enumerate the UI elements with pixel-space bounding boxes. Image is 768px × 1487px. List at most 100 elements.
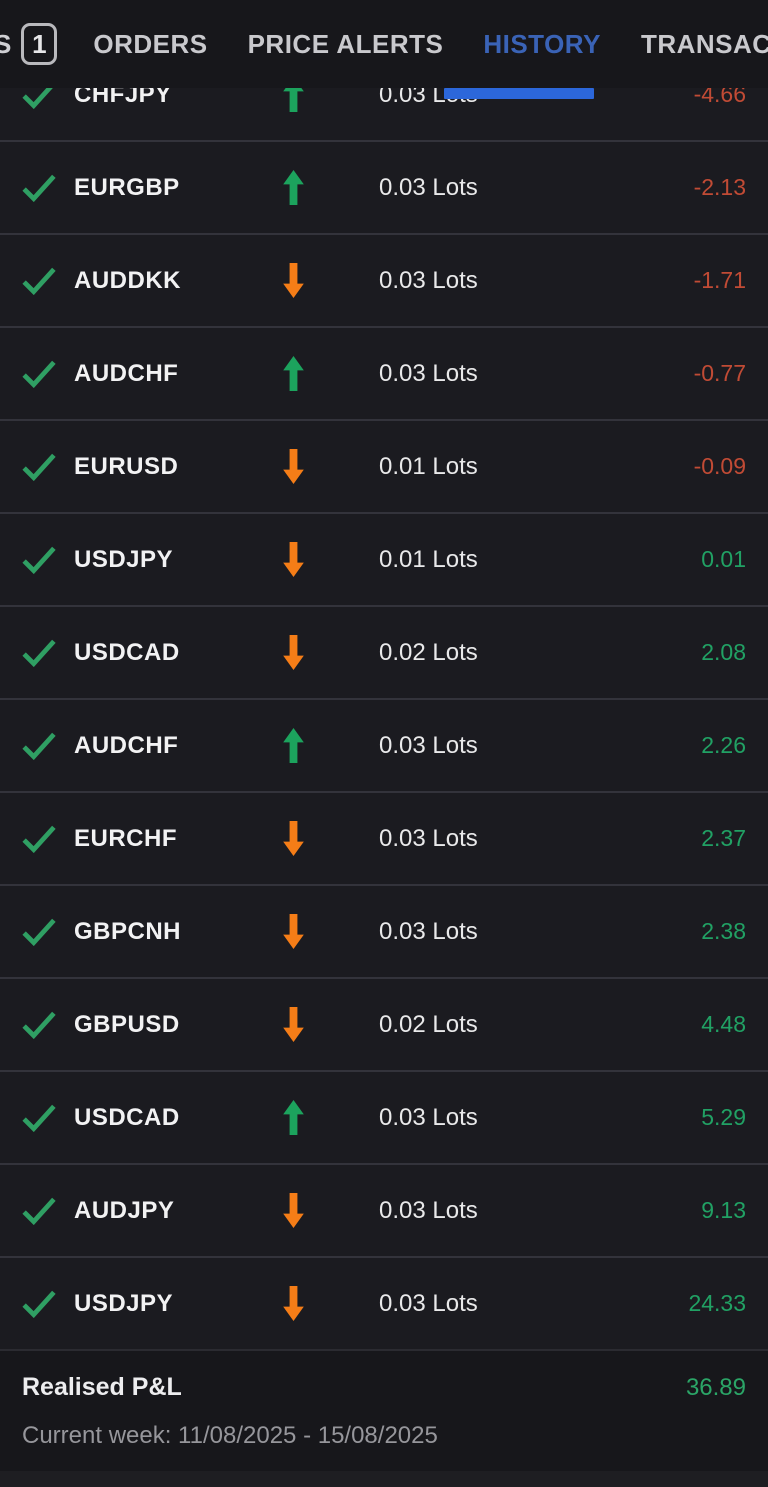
direction-arrow-icon [282,914,304,949]
lots-label: 0.03 Lots [379,359,478,387]
direction-arrow-icon [282,449,304,484]
pnl-value: -0.77 [693,360,746,386]
symbol-label: EURGBP [74,173,180,201]
closed-trade-check-icon [22,1011,56,1039]
symbol-label: AUDJPY [74,1196,175,1224]
history-row[interactable]: EURCHF 0.03 Lots 2.37 [0,791,768,884]
closed-trade-check-icon [22,546,56,574]
symbol-label: GBPCNH [74,917,182,945]
tab-history[interactable]: HISTORY [483,28,601,59]
pnl-value: 0.01 [701,546,746,572]
direction-arrow-icon [282,356,304,391]
tab-positions-partial-label[interactable]: S [0,28,12,59]
direction-arrow-wrap [262,88,324,112]
closed-trade-check-icon [22,1104,56,1132]
positions-count-badge[interactable]: 1 [21,23,58,65]
tab-transactio[interactable]: TRANSACTIO [640,28,768,59]
symbol-label: EURUSD [74,452,179,480]
pnl-value: 2.37 [701,825,746,851]
direction-arrow-icon [282,170,304,205]
symbol-label: AUDCHF [74,731,179,759]
history-row[interactable]: CHFJPY 0.03 Lots -4.66 [0,88,768,140]
closed-trade-check-icon [22,174,56,202]
direction-arrow-wrap [262,542,324,577]
direction-arrow-icon [282,1193,304,1228]
history-row[interactable]: USDCAD 0.03 Lots 5.29 [0,1070,768,1163]
direction-arrow-wrap [262,821,324,856]
history-row[interactable]: EURUSD 0.01 Lots -0.09 [0,419,768,512]
tab-price-alerts[interactable]: PRICE ALERTS [247,28,444,59]
current-week-period-label: Current week: 11/08/2025 - 15/08/2025 [22,1422,438,1449]
closed-trade-check-icon [22,825,56,853]
symbol-label: AUDDKK [74,266,181,294]
direction-arrow-wrap [262,356,324,391]
closed-trade-check-icon [22,88,53,109]
active-tab-underline-indicator [444,88,594,99]
realised-pnl-value: 36.89 [685,1373,746,1401]
closed-trade-check-icon [22,732,56,760]
lots-label: 0.03 Lots [379,824,478,852]
tab-bar: S 1 ORDERS PRICE ALERTS HISTORY TRANSACTIO [0,0,768,88]
lots-label: 0.02 Lots [379,1010,478,1038]
history-row[interactable]: GBPUSD 0.02 Lots 4.48 [0,977,768,1070]
history-row[interactable]: AUDCHF 0.03 Lots -0.77 [0,326,768,419]
history-row[interactable]: USDJPY 0.03 Lots 24.33 [0,1256,768,1349]
direction-arrow-wrap [262,1193,324,1228]
closed-trade-check-icon [22,639,56,667]
history-row[interactable]: AUDCHF 0.03 Lots 2.26 [0,698,768,791]
symbol-label: USDCAD [74,1103,180,1131]
lots-label: 0.03 Lots [379,731,478,759]
history-row[interactable]: USDCAD 0.02 Lots 2.08 [0,605,768,698]
symbol-label: USDJPY [74,545,174,573]
pnl-value: 2.38 [701,918,746,944]
direction-arrow-icon [282,1100,304,1135]
direction-arrow-icon [282,1286,304,1321]
pnl-value: 24.33 [688,1290,746,1316]
closed-trade-check-icon [22,267,56,295]
direction-arrow-wrap [262,1007,324,1042]
direction-arrow-wrap [262,263,324,298]
pnl-value: -0.09 [693,453,746,479]
direction-arrow-wrap [262,170,324,205]
direction-arrow-wrap [262,1100,324,1135]
history-row[interactable]: USDJPY 0.01 Lots 0.01 [0,512,768,605]
pnl-value: -2.13 [693,174,746,200]
closed-trade-check-icon [22,360,56,388]
direction-arrow-icon [282,635,304,670]
symbol-label: USDJPY [74,1289,174,1317]
direction-arrow-icon [282,263,304,298]
direction-arrow-icon [282,542,304,577]
lots-label: 0.03 Lots [379,1196,478,1224]
direction-arrow-icon [282,821,304,856]
lots-label: 0.01 Lots [379,452,478,480]
history-list: CHFJPY 0.03 Lots -4.66 EURGBP 0.03 Lots … [0,88,768,1349]
direction-arrow-wrap [262,1286,324,1321]
history-row[interactable]: AUDJPY 0.03 Lots 9.13 [0,1163,768,1256]
lots-label: 0.01 Lots [379,545,478,573]
history-row[interactable]: AUDDKK 0.03 Lots -1.71 [0,233,768,326]
history-row[interactable]: GBPCNH 0.03 Lots 2.38 [0,884,768,977]
lots-label: 0.02 Lots [379,638,478,666]
realised-pnl-row: Realised P&L 36.89 [22,1373,746,1402]
closed-trade-check-icon [22,1197,56,1225]
history-row[interactable]: EURGBP 0.03 Lots -2.13 [0,140,768,233]
direction-arrow-wrap [262,449,324,484]
symbol-label: USDCAD [74,638,180,666]
direction-arrow-wrap [262,914,324,949]
realised-pnl-label: Realised P&L [22,1373,182,1401]
pnl-value: 2.08 [701,639,746,665]
symbol-label: GBPUSD [74,1010,180,1038]
direction-arrow-icon [282,88,304,112]
lots-label: 0.03 Lots [379,266,478,294]
lots-label: 0.03 Lots [379,1103,478,1131]
lots-label: 0.03 Lots [379,917,478,945]
pnl-value: 9.13 [701,1197,746,1223]
closed-trade-check-icon [22,1290,56,1318]
closed-trade-check-icon [22,918,56,946]
lots-label: 0.03 Lots [379,1289,478,1317]
tab-orders[interactable]: ORDERS [93,28,208,59]
symbol-label: AUDCHF [74,359,179,387]
pnl-value: -4.66 [693,88,746,107]
closed-trade-check-icon [22,453,56,481]
